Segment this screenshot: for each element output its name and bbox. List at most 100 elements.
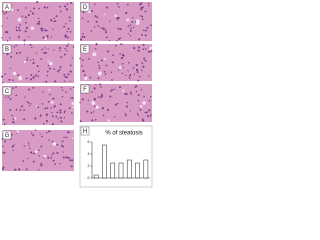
- cell-nucleus: [93, 105, 96, 108]
- cell-nucleus: [113, 88, 116, 91]
- cell-nucleus: [17, 9, 19, 12]
- cell-nucleus: [45, 29, 48, 32]
- cell-nucleus: [150, 96, 152, 98]
- cell-nucleus: [111, 79, 113, 81]
- y-tick-label: 2: [88, 164, 90, 168]
- cell-nucleus: [68, 131, 71, 134]
- cell-nucleus: [24, 43, 26, 45]
- cell-nucleus: [142, 65, 145, 68]
- vacuole: [118, 65, 122, 69]
- cell-nucleus: [61, 144, 64, 147]
- cell-nucleus: [69, 97, 72, 99]
- cell-nucleus: [41, 27, 44, 30]
- cell-nucleus: [28, 104, 31, 107]
- cell-nucleus: [55, 15, 58, 18]
- cell-nucleus: [81, 35, 84, 38]
- cell-nucleus: [141, 15, 144, 18]
- cell-nucleus: [104, 73, 107, 75]
- cell-nucleus: [137, 79, 140, 82]
- cell-nucleus: [44, 29, 47, 32]
- cell-nucleus: [27, 158, 29, 160]
- cell-nucleus: [131, 20, 134, 23]
- cell-nucleus: [148, 109, 151, 112]
- cell-nucleus: [83, 35, 86, 39]
- cell-nucleus: [136, 69, 139, 72]
- cell-nucleus: [69, 64, 72, 67]
- cell-nucleus: [40, 58, 43, 60]
- cell-nucleus: [115, 44, 117, 47]
- cell-nucleus: [119, 53, 121, 55]
- cell-nucleus: [29, 10, 32, 12]
- cell-nucleus: [72, 86, 75, 89]
- cell-nucleus: [107, 50, 110, 53]
- cell-nucleus: [47, 37, 49, 39]
- cell-nucleus: [9, 67, 12, 70]
- cell-nucleus: [36, 22, 39, 25]
- cell-nucleus: [3, 151, 6, 154]
- panel-label-box: [80, 2, 90, 12]
- vacuole: [104, 13, 106, 16]
- cell-nucleus: [97, 25, 100, 27]
- cell-nucleus: [117, 6, 120, 8]
- cell-nucleus: [142, 44, 145, 46]
- cell-nucleus: [3, 123, 6, 126]
- cell-nucleus: [18, 26, 20, 29]
- cell-nucleus: [140, 33, 143, 36]
- cell-nucleus: [136, 112, 139, 114]
- cell-nucleus: [13, 46, 16, 48]
- cell-nucleus: [38, 23, 41, 25]
- panel-label-box: [80, 44, 90, 54]
- cell-nucleus: [110, 71, 113, 73]
- cell-nucleus: [70, 165, 73, 168]
- cell-nucleus: [62, 156, 65, 159]
- cell-nucleus: [119, 43, 122, 45]
- cell-nucleus: [109, 95, 112, 98]
- cell-nucleus: [129, 110, 131, 112]
- cell-nucleus: [59, 163, 61, 165]
- cell-nucleus: [65, 91, 67, 93]
- cell-nucleus: [112, 54, 114, 56]
- cell-nucleus: [24, 30, 27, 33]
- vacuole: [91, 101, 96, 106]
- cell-nucleus: [62, 151, 64, 153]
- cell-nucleus: [31, 12, 34, 15]
- cell-nucleus: [127, 61, 130, 64]
- cell-nucleus: [120, 37, 122, 39]
- cell-nucleus: [129, 91, 132, 94]
- cell-nucleus: [140, 6, 143, 10]
- cell-nucleus: [60, 120, 63, 123]
- cell-nucleus: [2, 152, 4, 154]
- cell-nucleus: [67, 27, 70, 30]
- cell-nucleus: [130, 27, 132, 30]
- cell-nucleus: [43, 122, 45, 125]
- cell-nucleus: [49, 93, 51, 96]
- cell-nucleus: [99, 83, 102, 86]
- cell-nucleus: [57, 118, 59, 120]
- cell-nucleus: [7, 96, 10, 99]
- vacuole: [97, 71, 102, 76]
- cell-nucleus: [61, 95, 64, 98]
- cell-nucleus: [94, 98, 96, 101]
- cell-nucleus: [26, 56, 29, 59]
- vacuole: [135, 21, 140, 25]
- cell-nucleus: [127, 25, 130, 27]
- vacuole: [122, 89, 125, 92]
- cell-nucleus: [69, 20, 71, 22]
- cell-nucleus: [38, 155, 40, 157]
- panel-label: C: [5, 89, 10, 95]
- figure: A B C G D E F H % of steatosis 0 2 4 6: [1, 1, 153, 188]
- vacuole: [35, 104, 38, 107]
- cell-nucleus: [150, 114, 152, 116]
- cell-nucleus: [59, 5, 61, 8]
- cell-nucleus: [58, 47, 61, 50]
- cell-nucleus: [2, 82, 4, 84]
- cell-nucleus: [19, 24, 21, 26]
- vacuole: [92, 52, 97, 57]
- cell-nucleus: [68, 157, 71, 160]
- vacuole: [50, 101, 54, 104]
- cell-nucleus: [147, 2, 150, 5]
- cell-nucleus: [26, 100, 28, 103]
- cell-nucleus: [19, 51, 21, 54]
- vacuole: [148, 46, 153, 50]
- cell-nucleus: [121, 53, 124, 56]
